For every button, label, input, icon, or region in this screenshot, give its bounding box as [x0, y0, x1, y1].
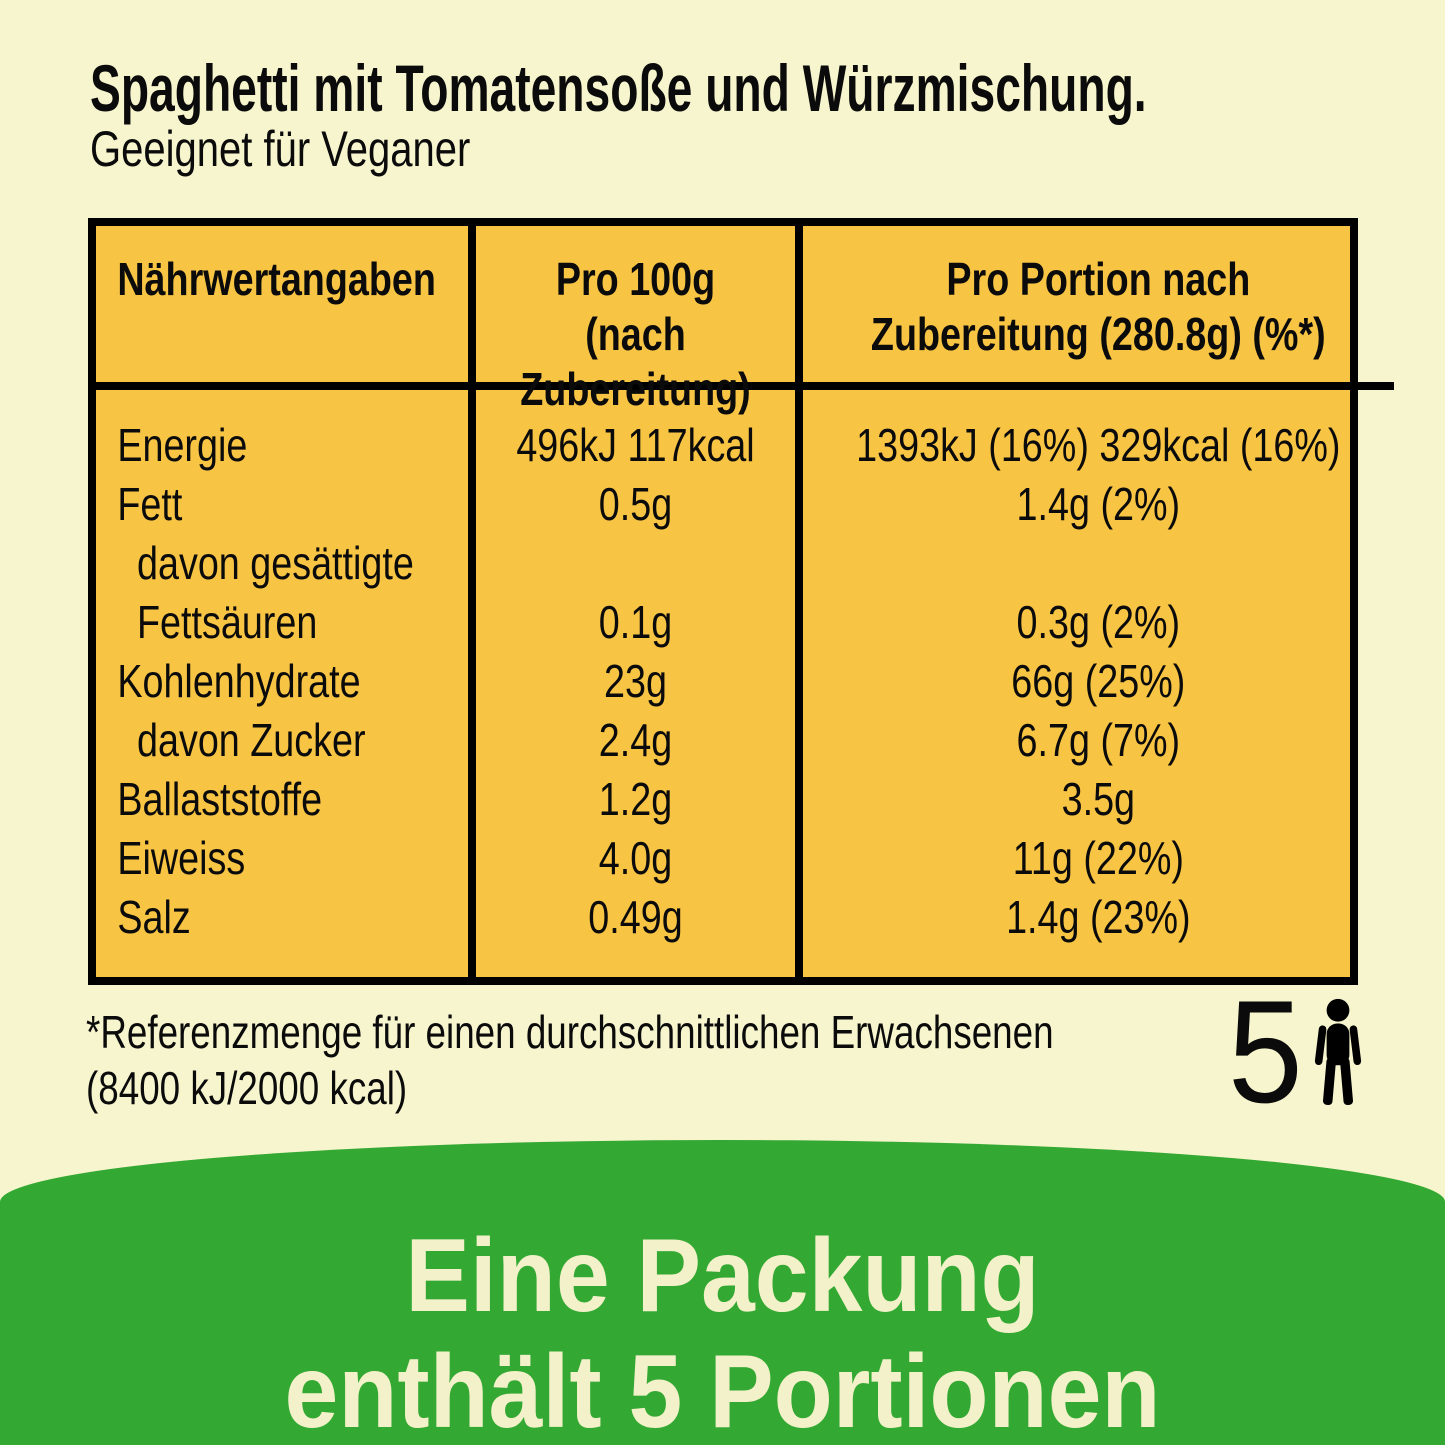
nutrient-label: Kohlenhydrate	[117, 655, 361, 707]
footnote-line-1: *Referenzmenge für einen durchschnittlic…	[86, 1006, 1054, 1058]
nutrient-label: Ballaststoffe	[117, 773, 323, 825]
nutrient-label: davon Zucker	[137, 714, 366, 766]
nutrient-label: Eiweiss	[117, 832, 246, 884]
header-cell-per-100g: Pro 100g (nach Zubereitung)	[468, 226, 795, 415]
nutrient-label: Salz	[117, 891, 191, 943]
nutrient-label: Fett	[117, 478, 183, 530]
header-cell-per-portion: Pro Portion nach Zubereitung (280.8g) (%…	[795, 226, 1394, 390]
banner-line-1: Eine Packung	[405, 1218, 1040, 1334]
portion-value: 11g (22%)	[1012, 832, 1184, 884]
servings-indicator: 5	[1228, 970, 1365, 1133]
portions-banner-text: Eine Packung enthält 5 Portionen	[0, 1140, 1445, 1445]
per100-value: 496kJ 117kcal	[516, 419, 755, 471]
portion-value	[856, 534, 1340, 593]
col-header-per100: Pro 100g (nach Zubereitung)	[520, 253, 751, 415]
portion-value: 3.5g	[1061, 773, 1136, 825]
per100-value: 0.5g	[598, 478, 673, 530]
reference-footnote: *Referenzmenge für einen durchschnittlic…	[86, 1004, 1054, 1116]
footnote-line-2: (8400 kJ/2000 kcal)	[86, 1062, 408, 1114]
portion-value: 1393kJ (16%) 329kcal (16%)	[856, 419, 1341, 471]
nutrition-table: Nährwertangaben Pro 100g (nach Zubereitu…	[88, 218, 1394, 985]
per100-value: 2.4g	[598, 714, 673, 766]
portion-value: 0.3g (2%)	[1016, 596, 1181, 648]
nutrient-label: davon gesättigte	[137, 537, 414, 589]
col-header-portion: Pro Portion nach Zubereitung (280.8g) (%…	[870, 253, 1326, 360]
nutrient-label: Energie	[117, 419, 248, 471]
portion-values-column: 1393kJ (16%) 329kcal (16%) 1.4g (2%) 0.3…	[795, 390, 1394, 977]
col-header-label: Nährwertangaben	[117, 253, 436, 305]
portion-value: 6.7g (7%)	[1016, 714, 1181, 766]
portions-banner: Eine Packung enthält 5 Portionen	[0, 1140, 1445, 1445]
portion-value: 1.4g (23%)	[1006, 891, 1191, 943]
per100-value: 4.0g	[598, 832, 673, 884]
per100-value: 0.49g	[588, 891, 683, 943]
per100-value: 23g	[604, 655, 667, 707]
per100-values-column: 496kJ 117kcal 0.5g 0.1g 23g 2.4g 1.2g 4.…	[468, 390, 795, 977]
product-title: Spaghetti mit Tomatensoße und Würzmischu…	[90, 51, 1147, 125]
per100-value	[505, 534, 767, 593]
nutrient-labels-column: Energie Fett davon gesättigte Fettsäuren…	[96, 390, 468, 977]
nutrient-label: Fettsäuren	[137, 596, 318, 648]
servings-count: 5	[1228, 970, 1303, 1133]
vegan-suitability-note: Geeignet für Veganer	[90, 121, 471, 177]
portion-value: 66g (25%)	[1011, 655, 1186, 707]
person-icon	[1315, 998, 1362, 1106]
header-cell-nutrition-facts: Nährwertangaben	[96, 226, 468, 390]
banner-line-2: enthält 5 Portionen	[284, 1334, 1161, 1445]
per100-value: 1.2g	[598, 773, 673, 825]
per100-value: 0.1g	[598, 596, 673, 648]
portion-value: 1.4g (2%)	[1016, 478, 1181, 530]
